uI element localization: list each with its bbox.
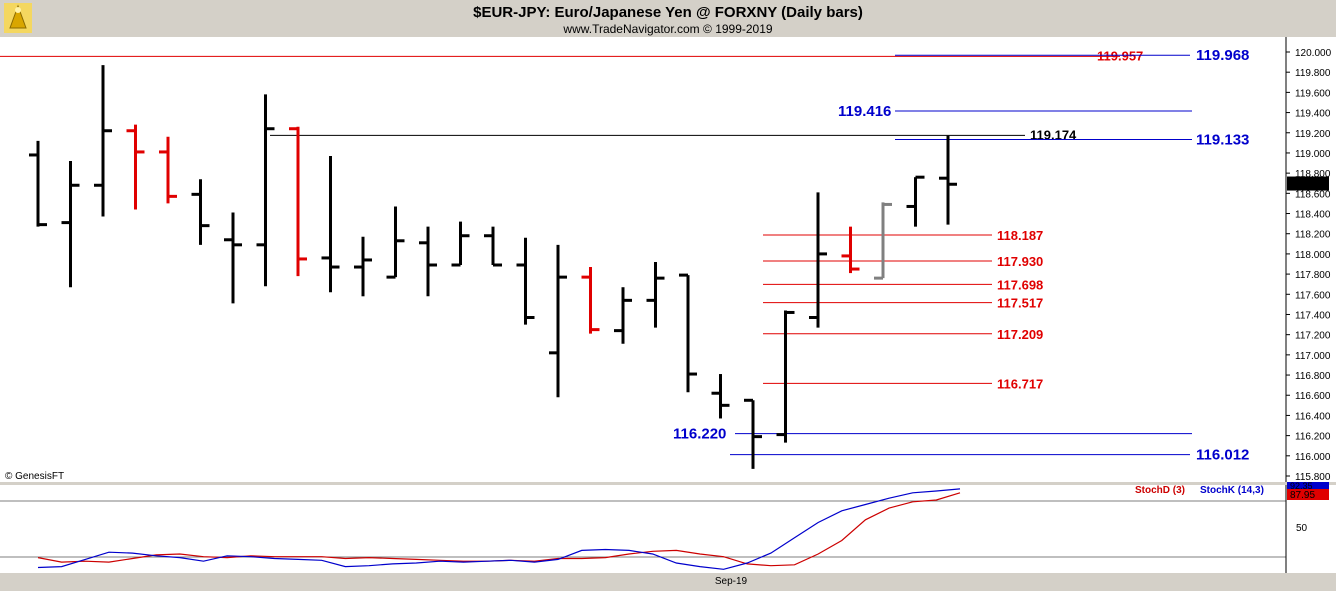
price-axis-ticks: 120.000 119.800 119.600 119.400 119.200 119.0… (1286, 48, 1332, 483)
level-label: 119.968 (1196, 47, 1249, 64)
stochastic-line (37, 488, 961, 570)
svg-text:87.95: 87.95 (1290, 490, 1315, 501)
price-tick-label: 120.000 (1295, 48, 1332, 59)
price-tick-label: 116.400 (1295, 411, 1331, 422)
price-tick-label: 117.800 (1295, 270, 1331, 281)
level-label: 117.930 (997, 254, 1043, 269)
price-bar (191, 179, 210, 245)
price-bar (321, 155, 340, 293)
legend-stochk: StochK (14,3) (1200, 485, 1264, 496)
price-bars (29, 65, 957, 469)
price-tick-label: 118.600 (1295, 189, 1331, 200)
svg-text:92.35: 92.35 (1290, 481, 1313, 491)
price-bar (224, 212, 242, 304)
price-tick-label: 118.000 (1295, 250, 1331, 261)
price-tick-label: 116.200 (1295, 432, 1331, 443)
level-label: 119.174 (1030, 127, 1077, 142)
price-bar (354, 236, 372, 297)
price-bar (29, 140, 47, 227)
level-label: 119.957 (1097, 48, 1143, 63)
price-bar (809, 192, 827, 328)
level-label: 117.517 (997, 296, 1043, 311)
price-bar (516, 237, 535, 325)
stochk-last-badge: 92.35 (1287, 481, 1329, 491)
price-bar (94, 65, 112, 217)
chart-subtitle: www.TradeNavigator.com © 1999-2019 (562, 22, 772, 36)
price-tick-label: 119.000 (1295, 149, 1331, 160)
price-bar (776, 310, 795, 443)
price-bar (126, 124, 145, 210)
price-tick-label: 117.200 (1295, 331, 1331, 342)
legend-stochd: StochD (3) (1135, 485, 1185, 496)
level-label: 119.133 (1196, 132, 1249, 149)
price-tick-label: 116.800 (1295, 371, 1331, 382)
last-price-badge (1287, 176, 1329, 191)
price-tick-label: 118.400 (1295, 210, 1331, 221)
price-bar (549, 244, 567, 398)
stochd-last-badge: 87.95 (1287, 489, 1329, 501)
price-bar (61, 161, 80, 288)
price-bar (386, 206, 405, 279)
price-bar (419, 226, 437, 297)
price-bar (744, 398, 762, 469)
price-tick-label: 119.200 (1295, 129, 1331, 140)
level-label: 117.698 (997, 277, 1043, 292)
price-bar (906, 175, 925, 227)
price-bar (679, 273, 697, 393)
price-tick-label: 117.400 (1295, 310, 1331, 321)
price-panel (0, 37, 1286, 482)
chart-title: $EUR-JPY: Euro/Japanese Yen @ FORXNY (Da… (473, 4, 863, 21)
price-axis (1286, 37, 1336, 482)
price-bar (939, 135, 957, 225)
level-label: 117.209 (997, 327, 1043, 342)
price-tick-label: 118.200 (1295, 230, 1331, 241)
price-tick-label: 118.800 (1295, 169, 1331, 180)
price-tick-label: 116.600 (1295, 391, 1331, 402)
level-label: 116.220 (673, 426, 726, 443)
logo-icon (4, 3, 32, 33)
price-tick-label: 115.800 (1295, 472, 1331, 483)
price-bar (256, 94, 275, 287)
price-bar (874, 202, 892, 280)
price-bar (159, 136, 177, 204)
price-bar (289, 126, 307, 277)
stochastic-lines (37, 488, 961, 570)
price-tick-label: 117.600 (1295, 290, 1331, 301)
last-price-label: 118.697 (1290, 180, 1326, 191)
price-bar (581, 267, 600, 334)
price-bar (646, 261, 665, 328)
price-bar (614, 287, 632, 344)
price-bar (484, 226, 502, 267)
date-label: Sep-19 (715, 576, 748, 587)
level-label: 116.717 (997, 376, 1043, 391)
price-levels: 119.957 119.968 119.416 119.174 119.133 118.1… (0, 47, 1249, 464)
price-bar (841, 226, 860, 274)
price-tick-label: 116.000 (1295, 452, 1331, 463)
price-tick-label: 119.400 (1295, 109, 1331, 120)
stoch-tick-50: 50 (1296, 523, 1308, 534)
price-tick-label: 117.000 (1295, 351, 1331, 362)
price-tick-label: 119.600 (1295, 88, 1331, 99)
price-tick-label: 119.800 (1295, 68, 1331, 79)
price-bar (451, 221, 470, 267)
price-bar (711, 374, 730, 419)
level-label: 118.187 (997, 228, 1043, 243)
copyright-label: © GenesisFT (5, 471, 64, 482)
level-label: 119.416 (838, 103, 891, 120)
level-label: 116.012 (1196, 447, 1249, 464)
